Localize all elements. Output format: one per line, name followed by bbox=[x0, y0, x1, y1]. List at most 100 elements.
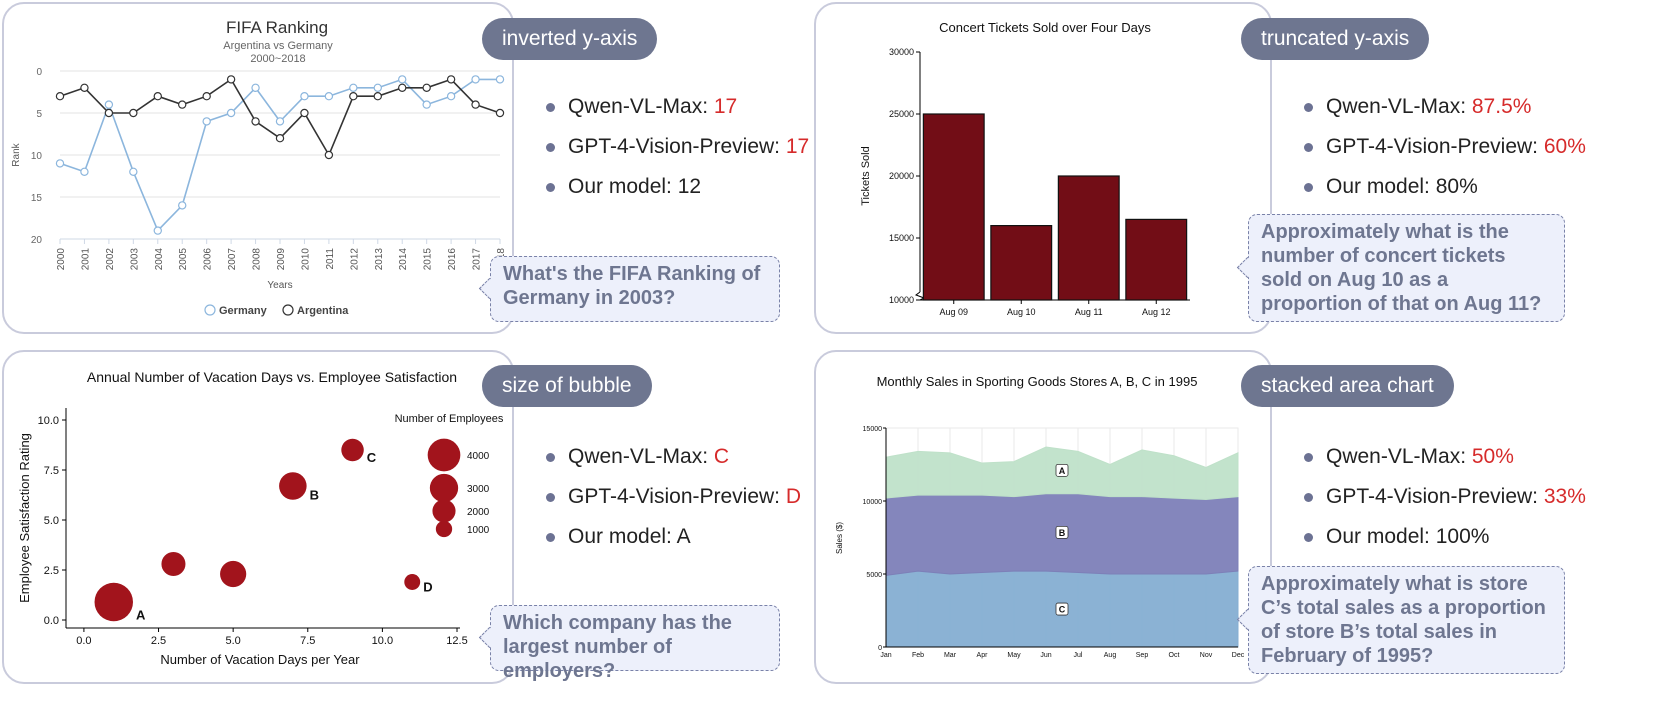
x-tick-label: 2009 bbox=[276, 248, 287, 271]
x-tick-label: 2004 bbox=[154, 248, 165, 271]
y-axis-label: Employee Satisfaction Rating bbox=[17, 433, 32, 603]
x-tick-label: Sep bbox=[1136, 652, 1149, 659]
y-tick-label: 30000 bbox=[889, 47, 914, 57]
x-tick-label: 2014 bbox=[398, 248, 409, 271]
x-tick-label: 2016 bbox=[447, 248, 458, 271]
data-point-germany bbox=[446, 91, 456, 101]
x-tick-label: 2002 bbox=[105, 248, 116, 271]
size-legend-bubble bbox=[432, 499, 456, 523]
result-item: GPT-4-Vision-Preview: 60% bbox=[1304, 132, 1586, 172]
bubble-label-d: D bbox=[423, 580, 432, 595]
bubble bbox=[220, 560, 247, 588]
data-point-germany bbox=[251, 83, 260, 93]
data-point-germany bbox=[55, 159, 65, 168]
data-point-germany bbox=[104, 100, 114, 109]
results-list-fifa: Qwen-VL-Max: 17 GPT-4-Vision-Preview: 17… bbox=[546, 92, 809, 212]
data-point-argentina bbox=[495, 108, 505, 118]
data-point-germany bbox=[275, 117, 285, 126]
x-tick-label: Feb bbox=[912, 652, 924, 659]
x-tick-label: Aug 09 bbox=[939, 307, 968, 317]
data-point-argentina bbox=[202, 91, 211, 101]
tag-size-of-bubble: size of bubble bbox=[482, 365, 652, 407]
result-item: Qwen-VL-Max: 17 bbox=[546, 92, 809, 132]
x-tick-label: 12.5 bbox=[446, 635, 467, 647]
x-tick-label: Jan bbox=[880, 652, 891, 659]
area-label-b: B bbox=[1059, 528, 1066, 538]
legend-label-germany: Germany bbox=[219, 305, 268, 317]
y-tick-label: 10 bbox=[31, 151, 43, 162]
y-tick-label: 20 bbox=[31, 235, 43, 246]
result-item: GPT-4-Vision-Preview: 17 bbox=[546, 132, 809, 172]
data-point-germany bbox=[349, 83, 358, 93]
y-tick-label: 25000 bbox=[889, 109, 914, 119]
y-axis-label: Sales ($) bbox=[835, 522, 844, 554]
x-tick-label: Nov bbox=[1200, 652, 1213, 659]
y-tick-label: 5000 bbox=[866, 572, 882, 579]
y-tick-label: 0 bbox=[878, 645, 882, 652]
x-tick-label: 0.0 bbox=[76, 635, 91, 647]
bubble bbox=[161, 551, 186, 577]
bullet-dot bbox=[1304, 533, 1313, 542]
bubble-b bbox=[279, 472, 307, 500]
data-point-argentina bbox=[104, 108, 114, 118]
data-point-argentina bbox=[398, 83, 407, 93]
panel-fifa bbox=[2, 2, 514, 334]
x-tick-label: Aug 11 bbox=[1075, 307, 1103, 317]
size-legend-label: 3000 bbox=[467, 484, 490, 495]
x-tick-label: 2008 bbox=[252, 248, 263, 271]
y-tick-label: 15000 bbox=[863, 426, 883, 433]
y-tick-label: 20000 bbox=[889, 171, 914, 181]
size-legend-bubble bbox=[435, 520, 453, 538]
data-point-argentina bbox=[55, 91, 65, 101]
data-point-argentina bbox=[422, 83, 431, 93]
x-tick-label: May bbox=[1007, 652, 1021, 659]
question-bubble: Which company has the largest number of … bbox=[490, 605, 780, 682]
result-item: Qwen-VL-Max: C bbox=[546, 442, 801, 482]
data-point-argentina bbox=[275, 133, 285, 143]
data-point-argentina bbox=[129, 108, 138, 118]
bubble-scatter-chart: Annual Number of Vacation Days vs. Emplo… bbox=[17, 369, 504, 667]
x-tick-label: Jun bbox=[1040, 652, 1051, 659]
y-tick-label: 2.5 bbox=[44, 565, 59, 577]
y-tick-label: 0 bbox=[36, 67, 42, 78]
result-item: Qwen-VL-Max: 50% bbox=[1304, 442, 1586, 482]
x-tick-label: 7.5 bbox=[300, 635, 315, 647]
data-point-argentina bbox=[446, 75, 456, 84]
data-point-germany bbox=[178, 201, 187, 210]
x-axis-label: Years bbox=[267, 280, 292, 291]
bubble-label-b: B bbox=[310, 488, 319, 503]
bubble-label-c: C bbox=[367, 450, 377, 465]
bullet-dot bbox=[546, 533, 555, 542]
x-tick-label: Apr bbox=[977, 652, 989, 659]
bullet-dot bbox=[546, 493, 555, 502]
data-point-argentina bbox=[153, 91, 162, 101]
x-tick-label: 2012 bbox=[349, 248, 360, 271]
y-tick-label: 0.0 bbox=[44, 615, 59, 627]
result-item: Our model: 12 bbox=[546, 172, 809, 212]
y-tick-label: 7.5 bbox=[44, 465, 59, 477]
size-legend-title: Number of Employees bbox=[395, 413, 504, 425]
data-point-germany bbox=[226, 108, 236, 118]
data-point-argentina bbox=[80, 83, 89, 93]
tag-truncated-y-axis: truncated y-axis bbox=[1241, 18, 1430, 60]
bubble-c bbox=[341, 438, 364, 462]
area-label-box-b bbox=[1055, 525, 1069, 539]
bubble-d bbox=[404, 574, 421, 590]
x-tick-label: 2001 bbox=[80, 248, 91, 271]
y-axis-label: Tickets Sold bbox=[860, 146, 872, 206]
question-concert: Approximately what is the number of conc… bbox=[1248, 214, 1565, 322]
x-tick-label: Jul bbox=[1074, 652, 1083, 659]
bullet-dot bbox=[546, 103, 555, 112]
x-tick-label: Mar bbox=[944, 652, 957, 659]
data-point-argentina bbox=[300, 108, 309, 118]
legend-label-argentina: Argentina bbox=[297, 305, 349, 317]
chart-title: Annual Number of Vacation Days vs. Emplo… bbox=[87, 369, 457, 385]
question-fifa: What's the FIFA Ranking of Germany in 20… bbox=[490, 256, 780, 322]
result-item: Qwen-VL-Max: 87.5% bbox=[1304, 92, 1586, 132]
bullet-dot bbox=[546, 453, 555, 462]
data-point-germany bbox=[202, 117, 211, 126]
x-tick-label: 2005 bbox=[178, 248, 189, 271]
series-line-argentina bbox=[59, 78, 501, 157]
result-item: GPT-4-Vision-Preview: 33% bbox=[1304, 482, 1586, 522]
legend-marker-germany bbox=[204, 304, 216, 316]
